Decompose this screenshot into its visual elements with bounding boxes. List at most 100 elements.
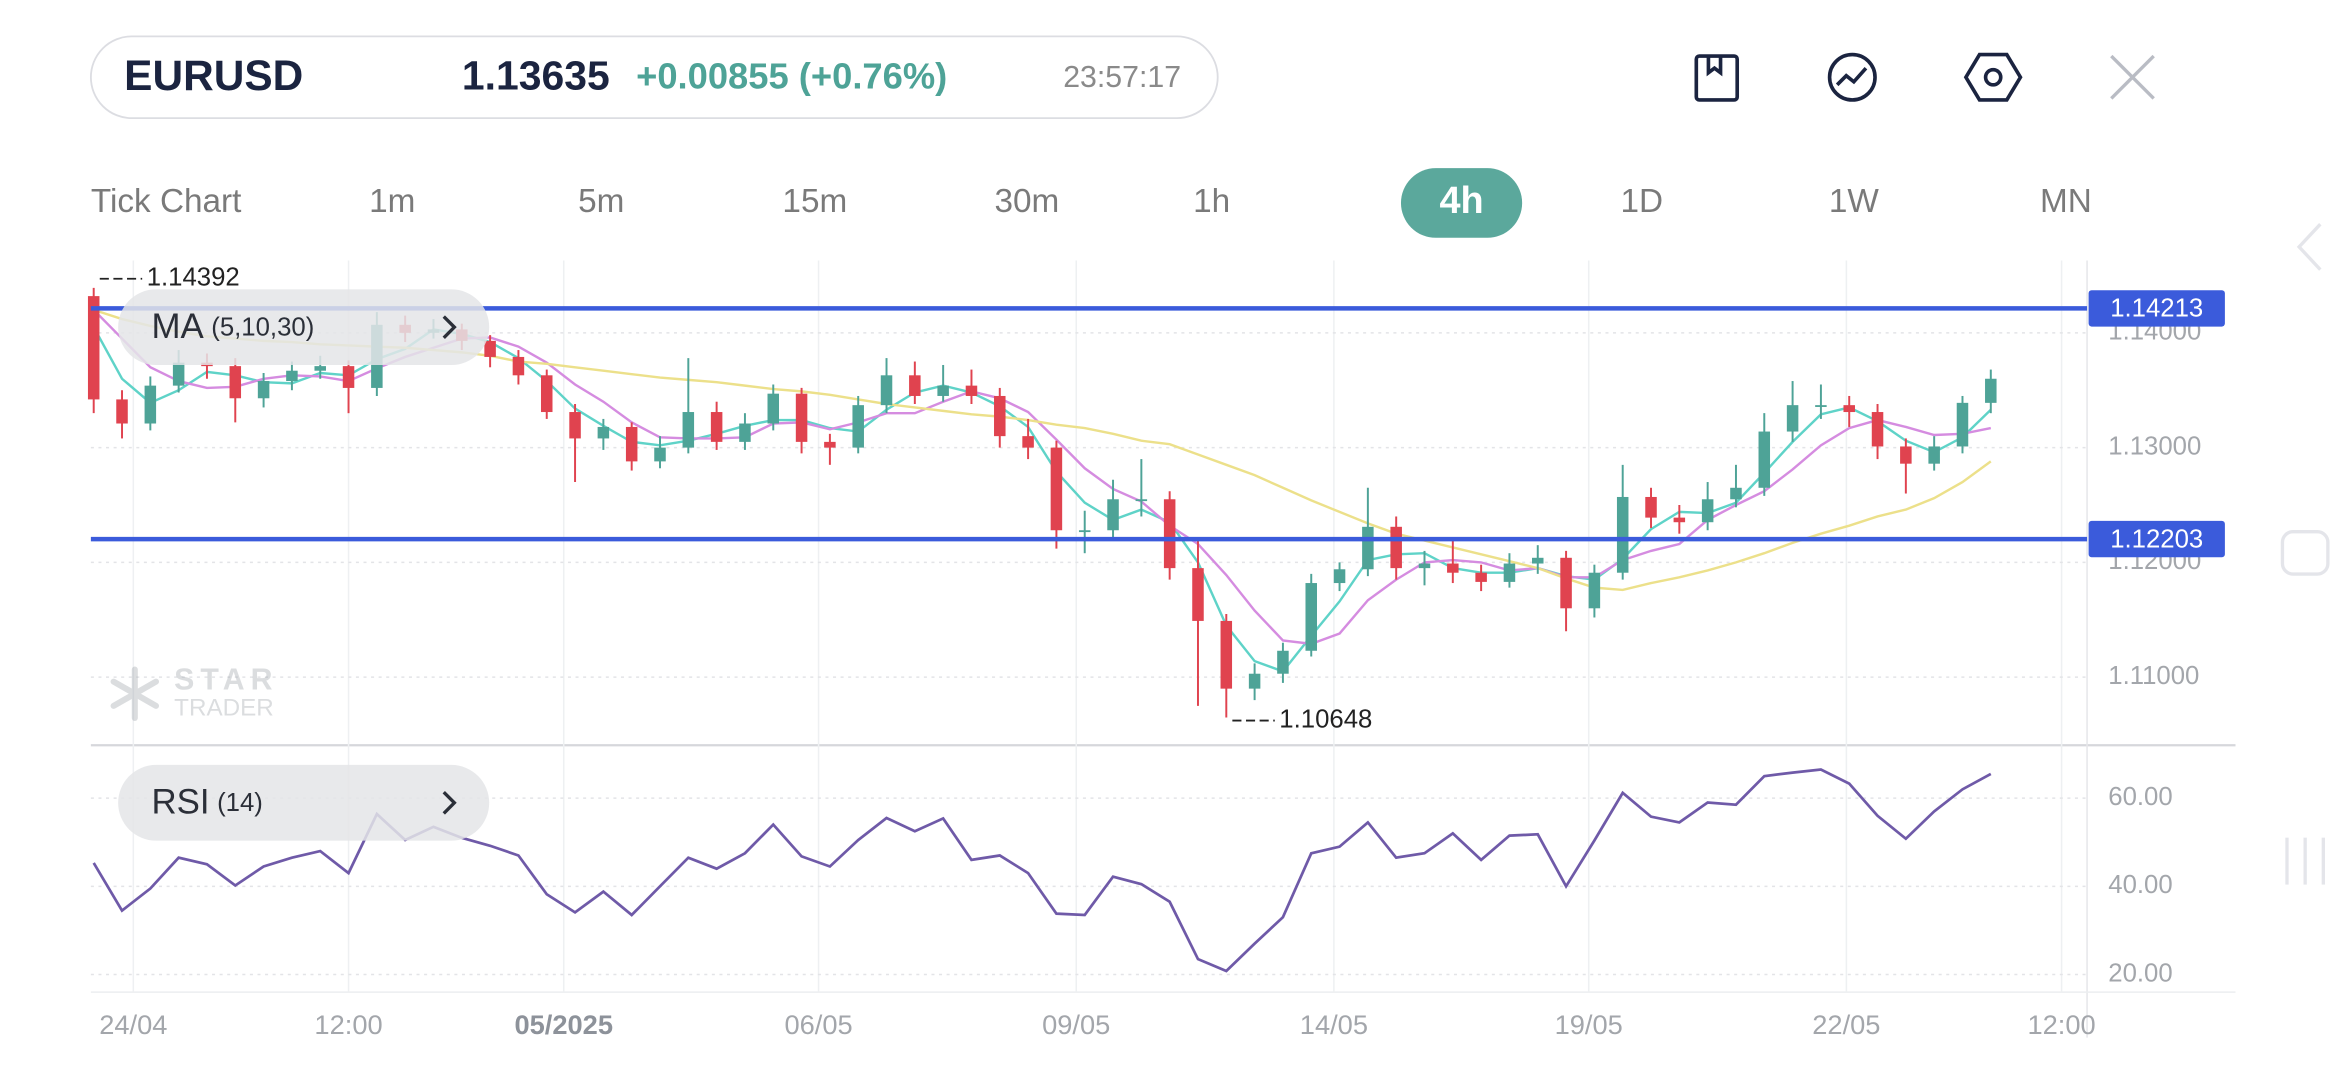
watermark-line1: STAR	[174, 664, 278, 697]
candle-body	[852, 405, 864, 448]
candle-body	[1616, 496, 1629, 573]
candle-body	[512, 356, 525, 376]
extreme-label: 1.14392	[147, 264, 240, 292]
timeframe-option[interactable]: 1m	[369, 183, 415, 220]
settings-icon[interactable]	[1963, 52, 2023, 102]
candle-body	[795, 393, 808, 442]
candle-body	[1843, 405, 1855, 413]
x-tick-label: 12:00	[314, 1009, 382, 1040]
timeframe-option[interactable]: 1D	[1620, 183, 1663, 220]
y-tick-label: 1.13000	[2108, 432, 2201, 460]
candle-body	[1135, 499, 1148, 502]
candle-body	[286, 370, 298, 382]
candle-body	[540, 375, 553, 413]
indicator-params: (14)	[217, 789, 263, 817]
timeframe-option[interactable]: Tick Chart	[91, 183, 242, 220]
candle-body	[1107, 499, 1119, 531]
candle-body	[1305, 583, 1317, 651]
candle-body	[824, 441, 836, 448]
extreme-label: 1.10648	[1279, 705, 1372, 733]
candle-body	[1220, 620, 1233, 689]
candle-body	[1645, 496, 1657, 518]
indicator-chevron	[442, 315, 457, 339]
candle-body	[1475, 572, 1487, 582]
level-label: 1.14213	[2110, 295, 2203, 323]
candle-body	[1673, 517, 1686, 523]
candle-body	[767, 393, 780, 424]
candle-body	[1418, 563, 1431, 569]
indicator-chevron	[442, 791, 457, 815]
clock: 23:57:17	[1063, 61, 1181, 94]
candle-body	[342, 366, 355, 388]
y-tick-label: 60.00	[2108, 783, 2172, 811]
candle-body	[172, 362, 185, 386]
x-tick-label: 19/05	[1555, 1009, 1623, 1040]
candle-body	[1701, 499, 1714, 523]
x-tick-label: 09/05	[1042, 1009, 1110, 1040]
timeframe-option[interactable]: 1h	[1193, 183, 1230, 220]
candle-body	[1078, 530, 1091, 533]
candle-body	[597, 426, 610, 439]
candle-body	[1390, 526, 1402, 569]
active-timeframe-pill	[1400, 168, 1523, 238]
candle-body	[1730, 487, 1742, 500]
candle-body	[625, 426, 638, 462]
y-tick-label: 40.00	[2108, 871, 2172, 899]
y-tick-label: 1.11000	[2108, 662, 2199, 690]
indicator-name: MA	[151, 307, 204, 346]
timeframe-option[interactable]: MN	[2040, 183, 2092, 220]
level-tag	[2088, 520, 2225, 558]
candle-body	[1022, 436, 1034, 448]
timeframe-option[interactable]: 30m	[994, 183, 1059, 220]
level-tag	[2088, 290, 2225, 327]
candle-body	[937, 385, 949, 396]
watermark-line2: TRADER	[174, 694, 274, 721]
candle-body	[1560, 557, 1572, 609]
candle-body	[1588, 572, 1601, 609]
x-tick-label: 14/05	[1300, 1009, 1368, 1040]
x-tick-label: 22/05	[1812, 1009, 1880, 1040]
x-tick-label: 12:00	[2027, 1009, 2095, 1040]
candle-body	[1503, 563, 1516, 582]
indicator-pill[interactable]	[118, 764, 490, 841]
candle-body	[257, 381, 270, 399]
candle-body	[965, 385, 978, 396]
timeframe-option[interactable]: 5m	[578, 183, 624, 220]
indicator-name: RSI	[151, 783, 209, 822]
candle-body	[1362, 526, 1374, 570]
candle-body	[1447, 563, 1459, 573]
indicator-icon[interactable]	[1827, 52, 1877, 102]
candle-body	[739, 423, 751, 442]
candle-body	[484, 340, 496, 357]
candle-body	[1050, 447, 1063, 531]
candle-body	[994, 395, 1006, 437]
candle-body	[1248, 673, 1261, 689]
candle-body	[144, 385, 157, 424]
price: 1.13635	[462, 53, 610, 99]
x-tick-label: 05/2025	[514, 1009, 613, 1040]
close-icon[interactable]	[2110, 54, 2155, 100]
candle-body	[1277, 650, 1289, 674]
timeframe-option[interactable]: 1W	[1829, 183, 1880, 220]
candle-body	[1192, 568, 1204, 621]
candle-body	[314, 366, 326, 371]
chart-area: 24/04 12:00 05/2025 06/05 09/05 14/05 19/05 22/…	[87, 260, 2236, 1040]
timeframe-option[interactable]: 4h	[1439, 180, 1483, 222]
candle-body	[1333, 569, 1346, 584]
side-controls	[2280, 223, 2330, 885]
timeframe-option[interactable]: 15m	[782, 183, 847, 220]
candle-body	[909, 375, 921, 396]
candle-body	[1815, 405, 1827, 407]
candle-body	[682, 412, 695, 448]
price-change: +0.00855 (+0.76%)	[636, 55, 947, 96]
candle-body	[1786, 405, 1799, 432]
candle-body	[116, 399, 128, 424]
candle-body	[1928, 446, 1940, 464]
candle-body	[87, 296, 100, 400]
indicator-params: (5,10,30)	[211, 313, 314, 341]
indicator-pill[interactable]	[118, 289, 490, 366]
symbol[interactable]: EURUSD	[124, 52, 303, 99]
bookmark-icon[interactable]	[1694, 54, 1740, 102]
candle-body	[1900, 446, 1912, 464]
